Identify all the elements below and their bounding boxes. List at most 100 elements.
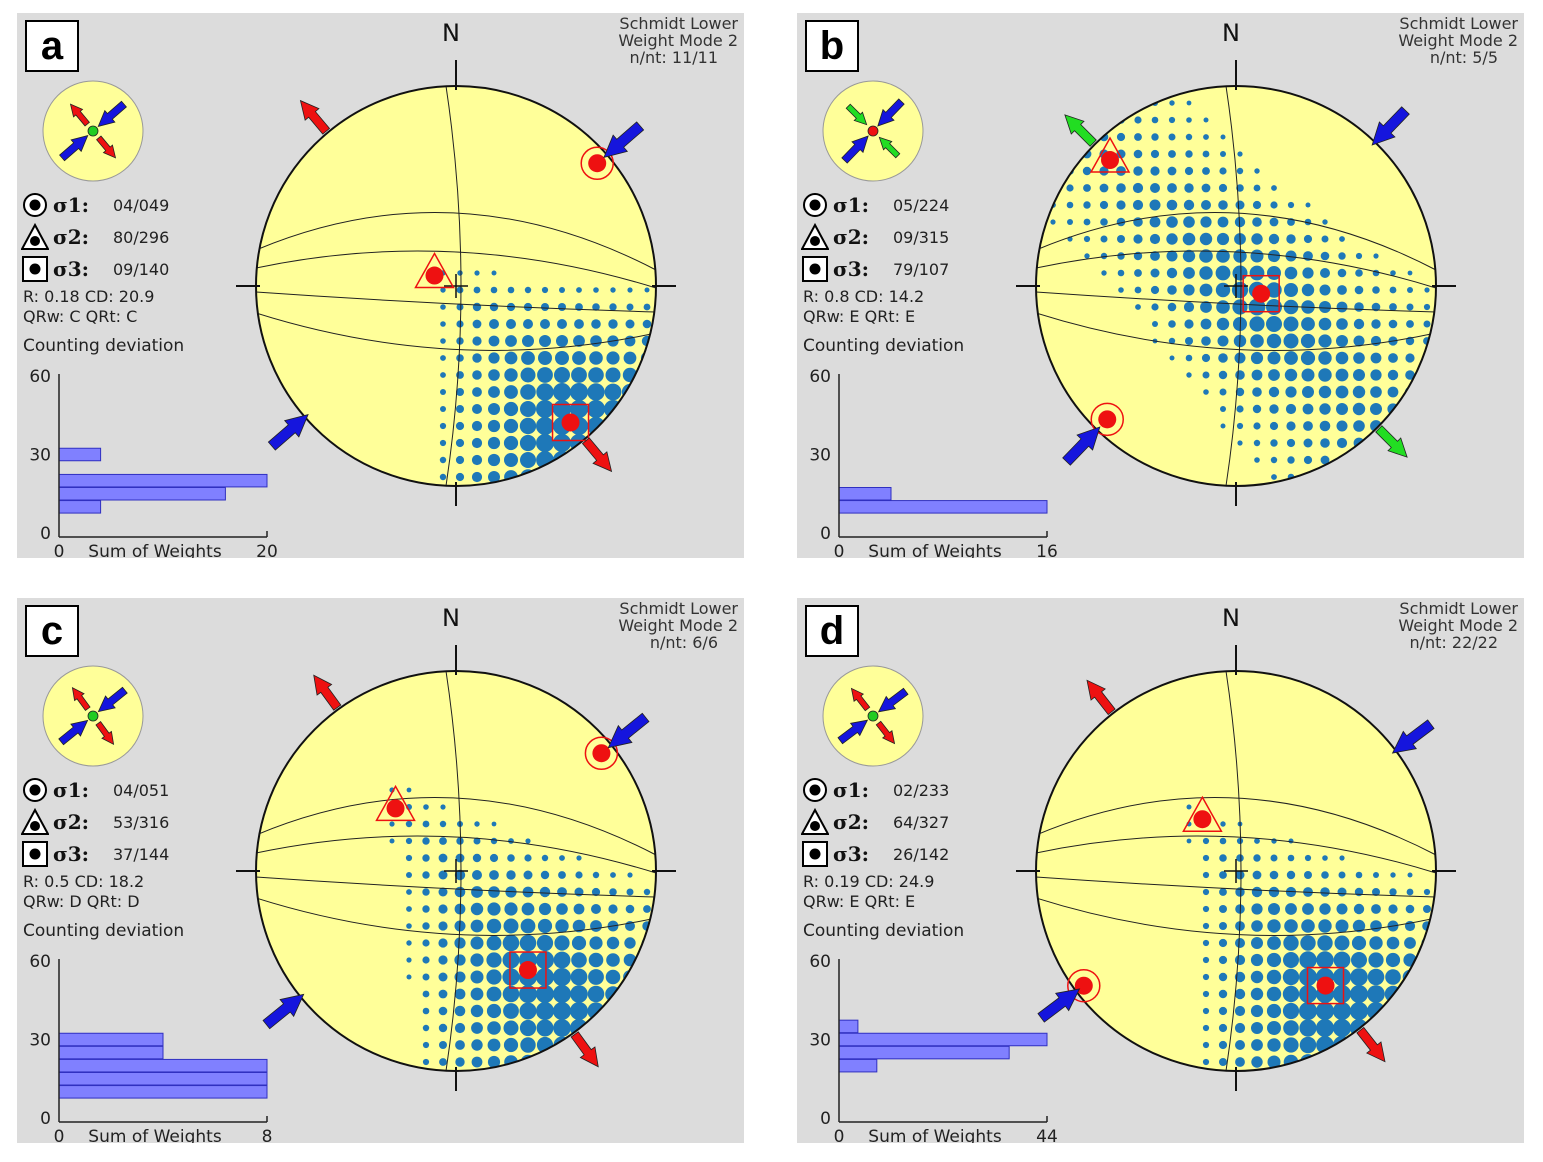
density-dot bbox=[507, 854, 515, 862]
density-dot bbox=[1299, 1036, 1317, 1054]
great-circle bbox=[256, 835, 656, 874]
density-dot bbox=[1370, 369, 1382, 381]
density-dot bbox=[1283, 333, 1299, 349]
density-dot bbox=[642, 319, 652, 329]
density-dot bbox=[1268, 886, 1280, 898]
density-dot bbox=[1267, 351, 1281, 365]
density-dot bbox=[572, 351, 586, 365]
density-dot bbox=[1335, 368, 1349, 382]
density-dot bbox=[1215, 282, 1231, 298]
density-dot bbox=[1286, 421, 1296, 431]
density-dot bbox=[1234, 1022, 1246, 1034]
density-dot bbox=[605, 367, 621, 383]
stress-arrows bbox=[1062, 106, 1410, 466]
north-label: N bbox=[442, 19, 460, 47]
extension-arrow-icon bbox=[96, 135, 117, 159]
density-dot bbox=[1322, 855, 1328, 861]
density-dot bbox=[1269, 404, 1279, 414]
density-dot bbox=[438, 989, 448, 999]
density-dot bbox=[1235, 870, 1245, 880]
density-dot bbox=[1283, 1020, 1299, 1036]
histogram-bar bbox=[58, 500, 102, 514]
stress-arrows bbox=[262, 674, 650, 1068]
sigma1-point bbox=[588, 154, 607, 173]
density-dot bbox=[1149, 199, 1161, 211]
sigma3-label: σ3: bbox=[833, 257, 870, 281]
density-dot bbox=[1303, 234, 1313, 244]
x-max-label: 20 bbox=[256, 542, 278, 558]
density-dot bbox=[1218, 183, 1228, 193]
density-dot bbox=[1233, 249, 1247, 263]
histogram-bar bbox=[58, 1085, 268, 1099]
density-dot bbox=[1339, 855, 1345, 861]
density-dot bbox=[1301, 317, 1315, 331]
density-dot bbox=[503, 1020, 519, 1036]
density-dot bbox=[1218, 972, 1228, 982]
density-dot bbox=[422, 837, 430, 845]
density-dot bbox=[488, 386, 500, 398]
density-dot bbox=[1318, 368, 1332, 382]
density-dot bbox=[440, 304, 446, 310]
density-dot bbox=[1300, 935, 1316, 951]
density-dot bbox=[406, 906, 412, 912]
density-dot bbox=[1235, 387, 1245, 397]
stats-r-cd: R: 0.19 CD: 24.9 bbox=[803, 872, 935, 891]
density-dot bbox=[1250, 987, 1264, 1001]
density-dot bbox=[1407, 287, 1413, 293]
counting-deviation-histogram: 60 30 00 Sum of Weights 8 bbox=[29, 952, 273, 1143]
density-dot bbox=[1304, 218, 1312, 226]
density-dot bbox=[605, 969, 621, 985]
density-dot bbox=[1371, 319, 1381, 329]
density-dot bbox=[520, 367, 536, 383]
density-dot bbox=[1266, 282, 1282, 298]
density-dot bbox=[456, 405, 464, 413]
density-dot bbox=[540, 870, 550, 880]
sigma1-value: 05/224 bbox=[893, 195, 950, 215]
density-dot bbox=[644, 287, 650, 293]
density-dot bbox=[503, 418, 519, 434]
weight-mode-label: Weight Mode 2 bbox=[1398, 31, 1518, 50]
histogram-bar bbox=[838, 1045, 1010, 1060]
density-dot bbox=[438, 887, 448, 897]
density-dot bbox=[1218, 1006, 1228, 1016]
density-dot bbox=[1266, 986, 1282, 1002]
sigma1-label: σ1: bbox=[53, 193, 90, 217]
stats-quality: QRw: C QRt: C bbox=[23, 307, 138, 326]
density-dot bbox=[570, 1002, 588, 1020]
density-dot bbox=[522, 335, 534, 347]
density-dot bbox=[1336, 335, 1348, 347]
density-dot bbox=[1336, 420, 1348, 432]
compression-arrow bbox=[1062, 426, 1101, 466]
density-dot bbox=[1270, 854, 1278, 862]
density-dot bbox=[1219, 854, 1227, 862]
great-circle bbox=[1036, 897, 1436, 936]
density-dot bbox=[1303, 455, 1313, 465]
density-dot bbox=[1217, 216, 1229, 228]
density-dot bbox=[1337, 268, 1347, 278]
density-dot bbox=[486, 1003, 502, 1019]
density-dot bbox=[524, 854, 532, 862]
x-max-label: 8 bbox=[262, 1127, 273, 1143]
density-dot bbox=[1169, 100, 1175, 106]
density-dot bbox=[1353, 352, 1365, 364]
counting-deviation-histogram: 60 30 00 Sum of Weights 16 bbox=[809, 367, 1057, 558]
density-dot bbox=[1250, 970, 1264, 984]
density-dot bbox=[1168, 116, 1176, 124]
density-dot bbox=[1388, 904, 1398, 914]
density-dot bbox=[1218, 955, 1228, 965]
density-dot bbox=[1100, 252, 1108, 260]
density-dot bbox=[487, 902, 501, 916]
sigma3-label: σ3: bbox=[53, 257, 90, 281]
density-dot bbox=[487, 1021, 501, 1035]
great-circle bbox=[256, 291, 656, 313]
density-dot bbox=[1319, 903, 1331, 915]
density-dot bbox=[1285, 250, 1297, 262]
density-dot bbox=[1253, 854, 1261, 862]
density-dot bbox=[439, 1058, 447, 1066]
fault-planes bbox=[1036, 86, 1436, 486]
square-symbol-icon bbox=[22, 841, 48, 867]
density-dot bbox=[1320, 887, 1330, 897]
density-dot bbox=[1168, 320, 1176, 328]
density-dot bbox=[440, 355, 446, 361]
density-dot bbox=[1237, 440, 1243, 446]
